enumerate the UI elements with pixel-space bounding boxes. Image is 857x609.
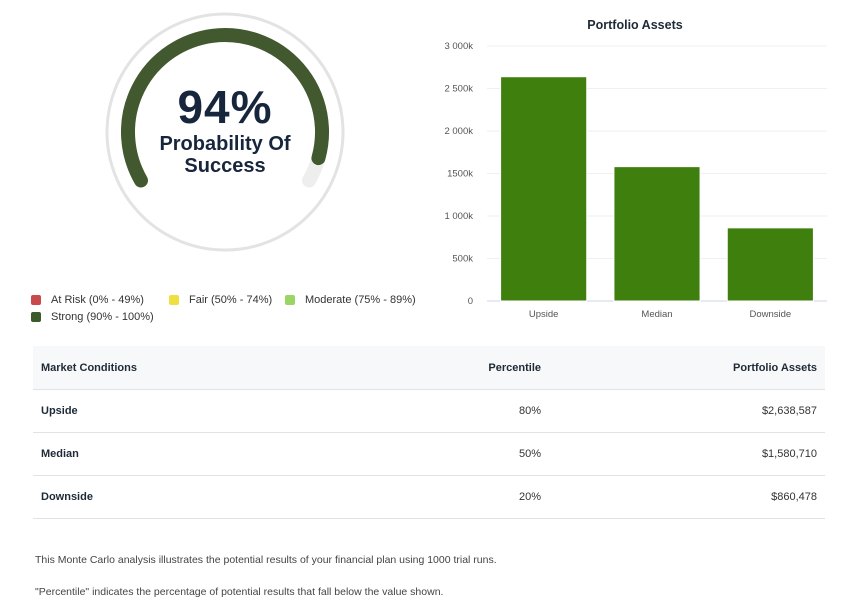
market-condition-cell: Upside (33, 389, 393, 433)
bar-upside[interactable] (500, 76, 588, 302)
x-tick-label: Downside (749, 309, 791, 320)
y-tick-label: 2 000k (444, 126, 473, 137)
portfolio-assets-cell: $2,638,587 (549, 389, 825, 433)
market-condition-cell: Downside (33, 475, 393, 519)
portfolio-assets-cell: $860,478 (549, 475, 825, 519)
x-tick-label: Upside (529, 309, 559, 320)
percentile-cell: 20% (393, 475, 549, 519)
x-tick-label: Median (641, 309, 672, 320)
legend-fair: Fair (50% - 74%) (169, 294, 272, 306)
portfolio-assets-cell: $1,580,710 (549, 432, 825, 476)
gauge-background (105, 12, 345, 252)
legend-label: Strong (90% - 100%) (51, 311, 154, 323)
note-monte-carlo: This Monte Carlo analysis illustrates th… (35, 554, 497, 566)
legend-swatch (31, 312, 41, 322)
legend-label: At Risk (0% - 49%) (51, 294, 144, 306)
y-tick-label: 1 000k (444, 211, 473, 222)
legend-at-risk: At Risk (0% - 49%) (31, 294, 144, 306)
table-row: Downside 20% $860,478 (33, 475, 825, 519)
y-tick-label: 2 500k (444, 84, 473, 95)
probability-gauge (105, 12, 345, 252)
y-tick-label: 0 (468, 296, 473, 307)
percentile-cell: 50% (393, 432, 549, 476)
gauge-fill (121, 28, 329, 188)
bar-downside[interactable] (726, 227, 814, 302)
portfolio-assets-chart: Portfolio Assets 0 500k 1 000k 1500k 2 000k 2… (444, 18, 827, 320)
y-tick-label: 500k (452, 254, 473, 265)
results-table: Market Conditions Percentile Portfolio A… (33, 346, 825, 519)
percentile-cell: 80% (393, 389, 549, 433)
col-market-conditions: Market Conditions (33, 346, 393, 390)
legend-strong: Strong (90% - 100%) (31, 311, 154, 323)
bar-median[interactable] (613, 166, 701, 302)
legend-swatch (285, 295, 295, 305)
legend-swatch (169, 295, 179, 305)
col-percentile: Percentile (393, 346, 549, 390)
chart-title: Portfolio Assets (587, 18, 682, 32)
legend-label: Fair (50% - 74%) (189, 294, 273, 306)
market-condition-cell: Median (33, 432, 393, 476)
legend-label: Moderate (75% - 89%) (305, 294, 416, 306)
y-tick-label: 1500k (447, 169, 473, 180)
probability-value: 94% (177, 81, 273, 133)
y-tick-label: 3 000k (444, 41, 473, 52)
probability-label: Probability Of Success (159, 133, 291, 177)
legend-moderate: Moderate (75% - 89%) (285, 294, 416, 306)
col-portfolio-assets: Portfolio Assets (549, 346, 825, 390)
legend-swatch (31, 295, 41, 305)
table-row: Median 50% $1,580,710 (33, 432, 825, 476)
note-percentile: "Percentile" indicates the percentage of… (35, 586, 444, 598)
table-row: Upside 80% $2,638,587 (33, 389, 825, 433)
